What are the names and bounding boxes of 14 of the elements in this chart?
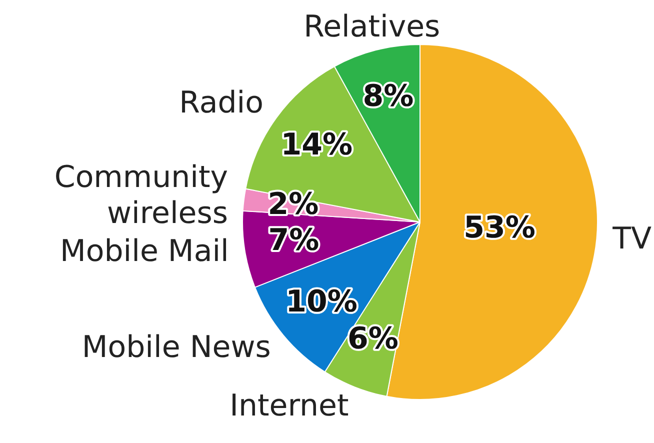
data-label: 10%	[286, 284, 358, 320]
slice-label: Mobile News	[82, 330, 271, 365]
data-label: 14%	[280, 128, 353, 163]
slice-label: Mobile Mail	[60, 234, 229, 270]
slice-label: Radio	[179, 86, 264, 121]
slice-label: TV	[612, 222, 652, 257]
data-label: 2%	[268, 186, 319, 222]
slice-label: Community wireless	[54, 160, 228, 231]
data-label: 53%	[464, 210, 536, 246]
data-label: 6%	[347, 322, 398, 357]
slice-label: Relatives	[304, 10, 440, 45]
data-label: 7%	[268, 222, 320, 258]
data-label: 8%	[362, 79, 414, 114]
slice-label: Internet	[230, 388, 349, 424]
